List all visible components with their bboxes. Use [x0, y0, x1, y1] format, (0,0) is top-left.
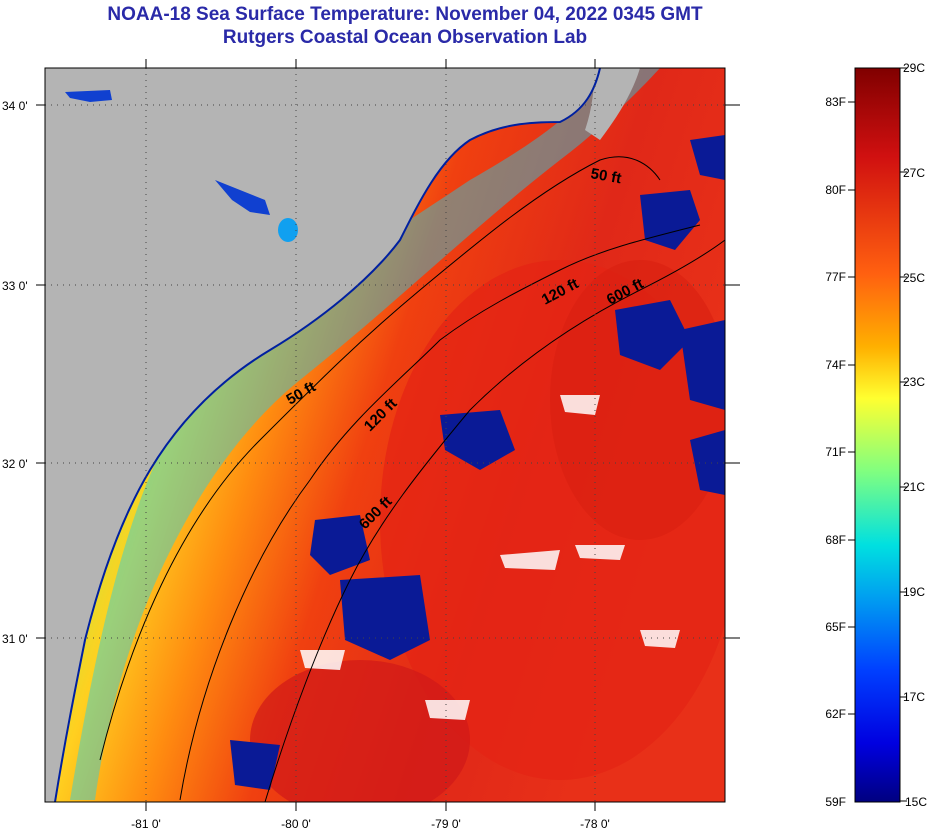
colorbar-c-label: 23C: [903, 375, 925, 389]
contour-120ft: [179, 224, 701, 801]
colorbar-f-label: 62F: [825, 707, 846, 721]
colorbar-c-label: 15C: [905, 795, 927, 809]
colorbar-c-label: 29C: [903, 61, 925, 75]
map-title: NOAA-18 Sea Surface Temperature: Novembe…: [107, 4, 703, 25]
contour-label: 50 ft: [589, 165, 622, 187]
colorbar-c-label: 27C: [903, 166, 925, 180]
colorbar-c-label: 19C: [903, 585, 925, 599]
contour-50ft: [99, 156, 661, 761]
colorbar-c-label: 21C: [903, 480, 925, 494]
colorbar-f-label: 59F: [825, 795, 846, 809]
colorbar-f-label: 71F: [825, 445, 846, 459]
colorbar-f-label: 74F: [825, 358, 846, 372]
colorbar-f-label: 68F: [825, 533, 846, 547]
frame-ticks: [36, 59, 740, 811]
lon-tick-label: -78 0': [580, 817, 610, 831]
colorbar-f-label: 77F: [825, 270, 846, 284]
colorbar-c-label: 25C: [903, 271, 925, 285]
lat-tick-label: 34 0': [2, 99, 28, 113]
colorbar-f-label: 83F: [825, 95, 846, 109]
land-mass: [45, 68, 600, 802]
contour-600ft: [264, 239, 725, 802]
map-area: 50 ft 120 ft 600 ft 50 ft 120 ft 600 ft: [45, 68, 725, 802]
cloud-mask: [230, 135, 725, 790]
lon-tick-label: -80 0': [281, 817, 311, 831]
graticule: [45, 68, 725, 802]
lat-tick-label: 33 0': [2, 279, 28, 293]
lon-tick-label: -81 0': [131, 817, 161, 831]
map-frame: [44, 67, 726, 803]
lon-tick-label: -79 0': [431, 817, 461, 831]
colorbar-f-label: 65F: [825, 620, 846, 634]
map-subtitle: Rutgers Coastal Ocean Observation Lab: [222, 27, 588, 48]
coastline: [54, 68, 601, 802]
colorbar-f-label: 80F: [825, 183, 846, 197]
lat-tick-label: 32 0': [2, 457, 28, 471]
nearshore-cool-band: [70, 68, 660, 800]
colorbar-c-label: 17C: [903, 690, 925, 704]
colorbar-ticks: [848, 67, 907, 802]
colorbar: [854, 67, 901, 803]
lat-tick-label: 31 0': [2, 632, 28, 646]
